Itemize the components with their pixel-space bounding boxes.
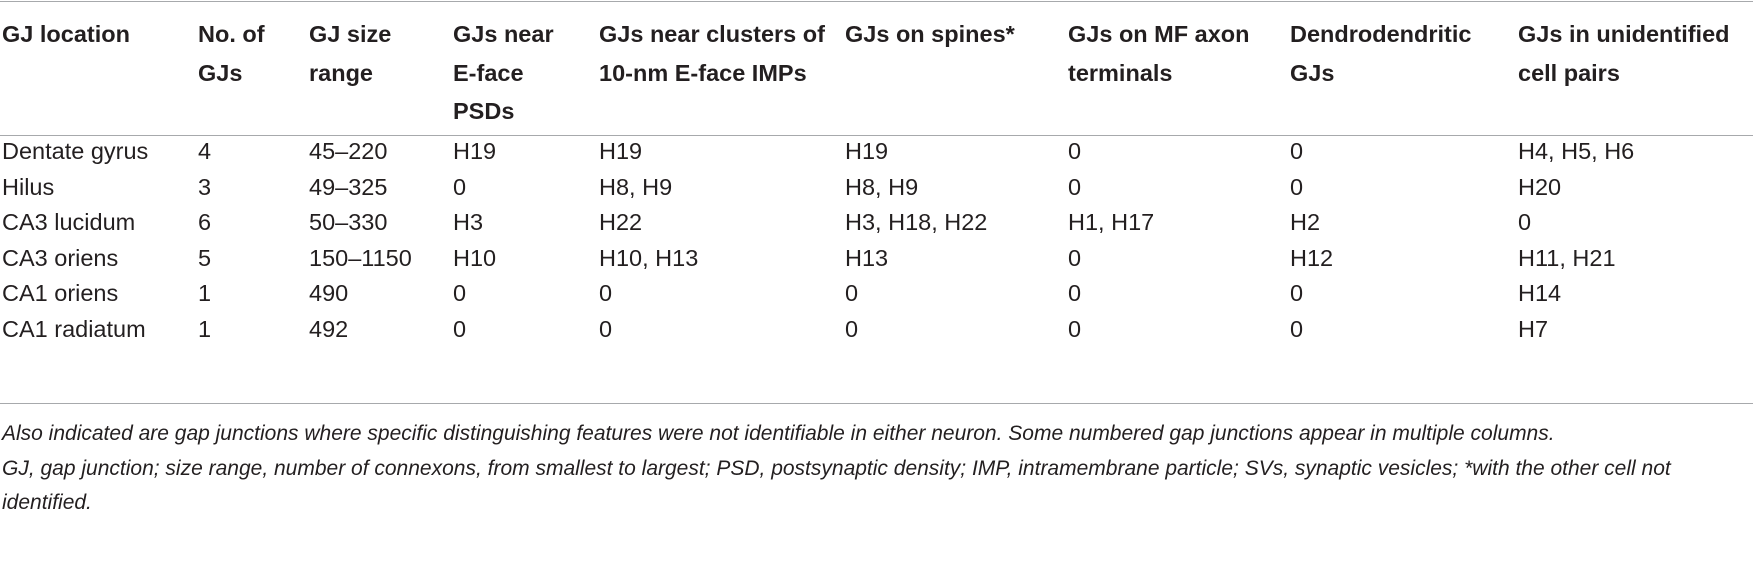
table-cell: 0 [1290,173,1304,200]
table-cell: H10, H13 [599,244,699,271]
row-label: CA3 oriens [2,244,119,271]
row-label: CA1 radiatum [2,315,146,342]
table-cell: 0 [1518,209,1532,235]
table-cell: H10 [453,244,497,271]
header-on-mf-axon-terminals: GJs on MF axon terminals [1068,21,1250,86]
table-cell: H7 [1518,315,1549,342]
table-cell: 0 [1068,173,1082,200]
table-cell: H8, H9 [599,173,673,200]
table-cell: 492 [309,315,349,342]
header-near-eface-psds: GJs near E-face PSDs [453,21,554,124]
table-cell: 5 [198,244,212,271]
header-no-of-gjs: No. of GJs [198,21,265,86]
table-cell: H19 [845,138,889,164]
table-cell: 150–1150 [309,244,412,271]
table-cell: H4, H5, H6 [1518,138,1635,164]
table-cell: H13 [845,244,889,271]
table-cell: 6 [198,209,212,235]
row-label: CA3 lucidum [2,209,136,235]
table-cell: 490 [309,280,349,306]
table-cell: 0 [1068,138,1082,164]
table-cell: 1 [198,315,212,342]
row-label: Dentate gyrus [2,138,149,164]
header-gj-size-range: GJ size range [309,21,392,86]
header-dendrodendritic: Dendrodendritic GJs [1290,21,1472,86]
table-cell: 4 [198,138,212,164]
table-cell: H3 [453,209,484,235]
table-cell: H12 [1290,244,1334,271]
table-cell: H3, H18, H22 [845,209,988,235]
table-cell: H11, H21 [1518,244,1616,271]
row-label: Hilus [2,173,55,200]
table-cell: 0 [845,280,859,306]
header-unidentified-pairs: GJs in unidentified cell pairs [1518,21,1730,86]
table-cell: 0 [1290,138,1304,164]
table-cell: 0 [1068,315,1082,342]
table-cell: 0 [453,315,467,342]
table-cell: 50–330 [309,209,388,235]
table-cell: 0 [599,315,613,342]
row-label: CA1 oriens [2,280,119,306]
table-cell: 1 [198,280,212,306]
table-cell: H1, H17 [1068,209,1155,235]
table-cell: 45–220 [309,138,388,164]
footnote-abbreviations: GJ, gap junction; size range, number of … [2,456,1671,515]
table-cell: H19 [453,138,497,164]
header-rule [0,135,1753,136]
table-cell: 0 [1290,315,1304,342]
table-cell: 0 [453,173,467,200]
bottom-rule [0,403,1753,404]
table-cell: 0 [1290,280,1304,306]
top-rule [0,1,1753,2]
header-gj-location: GJ location [2,21,130,47]
table-cell: 0 [599,280,613,306]
table-cell: 0 [1068,244,1082,271]
table-footnotes: Also indicated are gap junctions where s… [2,417,1750,521]
table-cell: H14 [1518,280,1562,306]
header-near-clusters-imps: GJs near clusters of 10-nm E-face IMPs [599,21,825,86]
table-cell: 0 [845,315,859,342]
table-cell: 0 [1068,280,1082,306]
table-cell: 0 [453,280,467,306]
table-cell: 49–325 [309,173,388,200]
table-cell: H19 [599,138,643,164]
footnote-general: Also indicated are gap junctions where s… [2,422,1555,445]
table-cell: H8, H9 [845,173,919,200]
table-cell: 3 [198,173,212,200]
table-cell: H2 [1290,209,1321,235]
table-cell: H20 [1518,173,1562,200]
table-cell: H22 [599,209,643,235]
header-on-spines: GJs on spines* [845,21,1015,47]
